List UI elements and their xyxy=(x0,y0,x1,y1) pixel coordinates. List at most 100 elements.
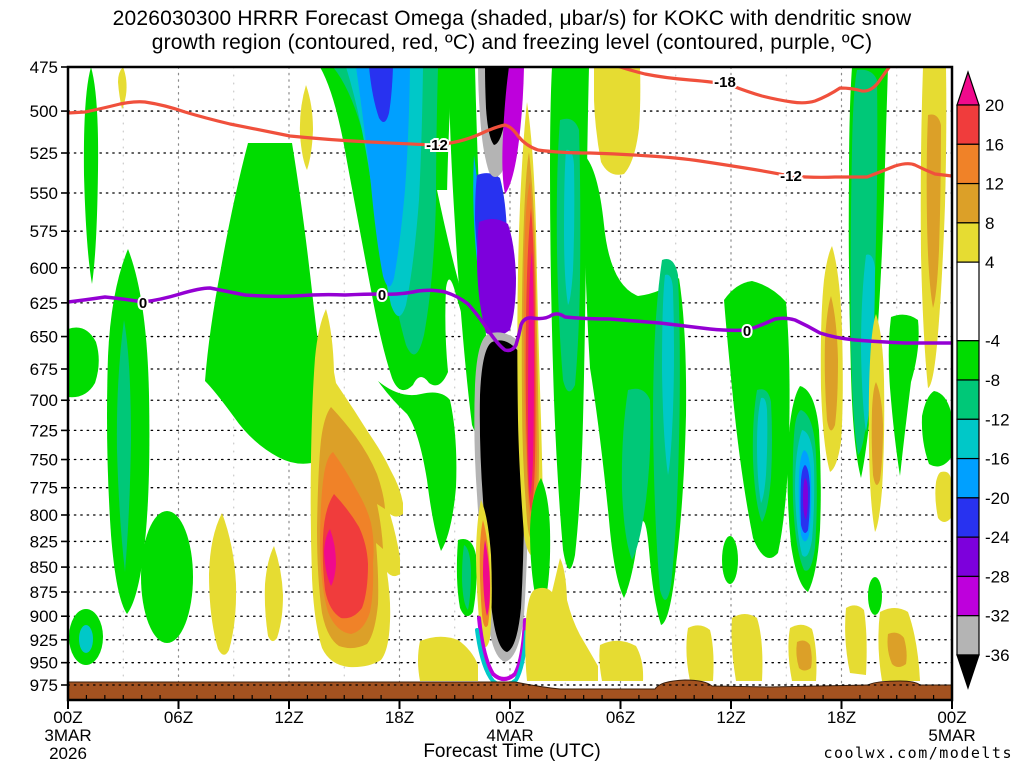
shade-descent-column xyxy=(209,513,237,655)
colorbar-label: -4 xyxy=(985,332,1000,351)
colorbar-segment xyxy=(956,497,980,538)
terrain-strip xyxy=(68,679,952,700)
colorbar-triangle-top xyxy=(956,70,980,106)
colorbar-label: -12 xyxy=(985,410,1010,429)
shade-ascent-blob xyxy=(921,391,951,467)
colorbar-segment xyxy=(956,457,980,499)
shade-descent-mound xyxy=(525,558,598,681)
colorbar-label: 16 xyxy=(985,135,1004,154)
chart-title-line1: 2026030300 HRRR Forecast Omega (shaded, … xyxy=(113,7,912,30)
y-tick-label: 900 xyxy=(30,607,58,626)
colorbar: 20 16 12 8 4 -4 -8 -12 -16 -20 -24 -28 -32 -36 xyxy=(956,70,1010,690)
shade-ascent-core xyxy=(861,254,875,432)
colorbar-segment xyxy=(956,143,980,185)
shade-descent-column xyxy=(264,546,283,642)
colorbar-label: -28 xyxy=(985,567,1010,586)
y-tick-label: 650 xyxy=(30,328,58,347)
shade-descent-core xyxy=(796,640,812,671)
y-tick-label: 625 xyxy=(30,294,58,313)
chart-title-line2: growth region (contoured, red, ºC) and f… xyxy=(152,31,873,54)
shade-descent-core xyxy=(824,296,838,431)
shade-ascent-core xyxy=(79,625,93,653)
shade-descent-mound xyxy=(599,640,644,681)
downdraft-streak-magenta xyxy=(528,252,534,495)
x-tick-label: 18Z xyxy=(827,708,856,727)
shade-green-sliver xyxy=(530,478,551,606)
left-warm-wedge-magenta xyxy=(483,540,490,616)
shade-ascent-mass xyxy=(205,143,330,464)
shade-descent-mound xyxy=(731,614,763,681)
y-tick-label: 925 xyxy=(30,631,58,650)
colorbar-segment xyxy=(956,536,980,578)
colorbar-triangle-bottom xyxy=(956,654,980,690)
shade-descent-blob xyxy=(935,471,951,522)
colorbar-label: -24 xyxy=(985,528,1010,547)
shade-ascent-v xyxy=(378,381,457,551)
colorbar-segment xyxy=(956,182,980,224)
shade-coldcolumn-blue xyxy=(369,67,393,122)
x-tick-date: 4MAR xyxy=(486,726,533,745)
contour-value-label: -18 xyxy=(714,74,736,91)
shade-descent-mound xyxy=(845,605,867,675)
y-tick-label: 800 xyxy=(30,506,58,525)
plot-border xyxy=(66,65,954,702)
colorbar-segment xyxy=(956,418,980,460)
shade-descent-mound xyxy=(686,625,714,681)
y-tick-label: 950 xyxy=(30,654,58,673)
shade-subsidence-red xyxy=(322,494,368,619)
plot-frame: 475 500 525 550 575 600 625 650 675 700 725 750 775 8… xyxy=(30,58,976,763)
y-tick-label: 975 xyxy=(30,676,58,695)
x-tick-label: 00Z xyxy=(495,708,524,727)
y-tick-label: 550 xyxy=(30,184,58,203)
colorbar-segment xyxy=(956,340,980,381)
dendritic-contour-minus12 xyxy=(68,100,952,179)
y-tick-label: 475 xyxy=(30,58,58,77)
colorbar-segment xyxy=(956,575,980,617)
shaded-omega-field xyxy=(68,67,951,688)
colorbar-label: -20 xyxy=(985,489,1010,508)
freezing-level-contour xyxy=(68,286,952,353)
shade-descent-column xyxy=(594,67,641,175)
shade-descent-core xyxy=(871,382,883,485)
updraft-left-teal-low xyxy=(462,545,471,610)
dendritic-contour-minus18 xyxy=(615,67,892,105)
updraft-violet-blob xyxy=(477,218,516,336)
shade-descent-core xyxy=(887,632,907,667)
x-tick-label: 06Z xyxy=(606,708,635,727)
colorbar-label: -36 xyxy=(985,646,1010,665)
colorbar-segment xyxy=(956,104,980,145)
y-tick-label: 850 xyxy=(30,558,58,577)
x-axis-title: Forecast Time (UTC) xyxy=(423,741,600,762)
shade-descent-core xyxy=(926,114,941,308)
shade-subsidence-core xyxy=(324,529,336,586)
shade-ascent-blob xyxy=(868,577,882,615)
colorbar-segment xyxy=(956,615,980,656)
colorbar-label: 20 xyxy=(985,96,1004,115)
x-tick-label: 12Z xyxy=(716,708,745,727)
contour-labels: -12 -12 -18 0 0 0 xyxy=(137,72,804,342)
x-tick-year: 2026 xyxy=(49,744,87,763)
y-tick-label: 775 xyxy=(30,479,58,498)
y-tick-label: 675 xyxy=(30,360,58,379)
shade-descent-mound xyxy=(418,636,478,681)
x-tick-label: 18Z xyxy=(385,708,414,727)
colorbar-segment xyxy=(956,261,980,342)
colorbar-label: -8 xyxy=(985,371,1000,390)
contour-value-label: 0 xyxy=(378,287,386,304)
colorbar-segment xyxy=(956,222,980,263)
shade-ascent-blob xyxy=(141,511,193,643)
shade-ascent-band xyxy=(83,67,99,284)
contour-value-label: 0 xyxy=(743,323,751,340)
y-tick-label: 600 xyxy=(30,259,58,278)
contour-lines xyxy=(68,67,952,353)
y-tick-label: 700 xyxy=(30,391,58,410)
colorbar-segment xyxy=(956,379,980,420)
updraft-left-green xyxy=(449,67,490,438)
updraft-bottom-arc-purple xyxy=(477,616,527,681)
y-tick-label: 825 xyxy=(30,532,58,551)
watermark-link[interactable]: coolwx.com/modelts xyxy=(823,744,1013,762)
colorbar-label: -32 xyxy=(985,607,1010,626)
colorbar-label: 8 xyxy=(985,214,994,233)
x-tick-label: 00Z xyxy=(937,708,966,727)
contour-value-label: 0 xyxy=(139,295,147,312)
